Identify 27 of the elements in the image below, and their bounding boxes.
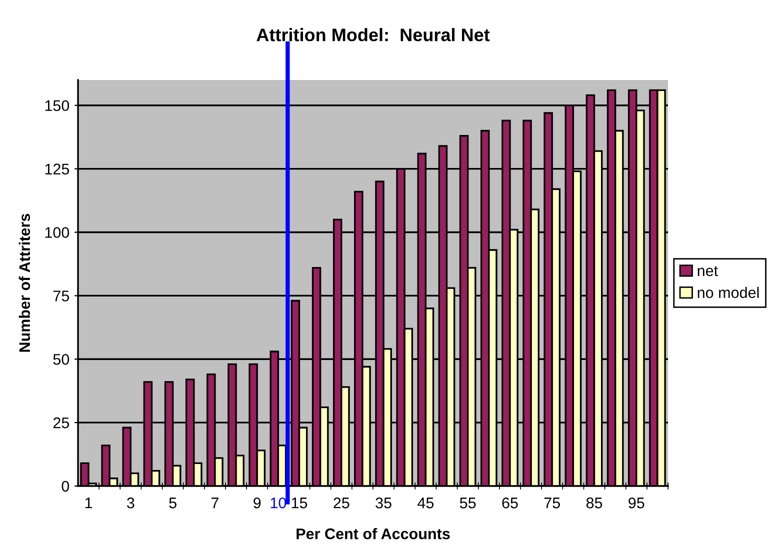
y-tick-label: 75	[53, 290, 70, 302]
y-tick-label: 150	[45, 100, 70, 112]
x-tick-label: 9	[254, 498, 261, 508]
x-tick-label: 7	[212, 498, 218, 508]
y-tick-label: 0	[62, 480, 70, 492]
legend-label: no model	[698, 286, 759, 298]
x-tick-label: 15	[292, 498, 308, 508]
x-tick-label: 5	[169, 498, 176, 508]
x-tick-label: 10	[270, 498, 286, 508]
x-axis-title: Per Cent of Accounts	[296, 528, 450, 540]
x-tick-label: 45	[418, 498, 434, 508]
y-tick-label: 25	[53, 417, 70, 428]
x-tick-label: 55	[460, 498, 476, 508]
x-tick-label: 25	[334, 498, 350, 508]
y-tick-label: 125	[45, 164, 70, 174]
x-tick-label: 85	[586, 498, 602, 508]
x-tick-label: 35	[376, 498, 392, 508]
y-tick-label: 100	[45, 227, 70, 238]
x-tick-label: 75	[544, 498, 560, 508]
y-axis-title: Number of Attriters	[18, 214, 30, 352]
x-tick-label: 1	[85, 498, 92, 508]
x-tick-label: 65	[502, 498, 518, 508]
x-tick-label: 95	[628, 498, 644, 508]
chart-title: Attrition Model: Neural Net	[256, 28, 490, 42]
y-tick-label: 50	[53, 354, 70, 365]
x-tick-label: 3	[127, 498, 134, 508]
legend-label: net	[698, 266, 718, 276]
